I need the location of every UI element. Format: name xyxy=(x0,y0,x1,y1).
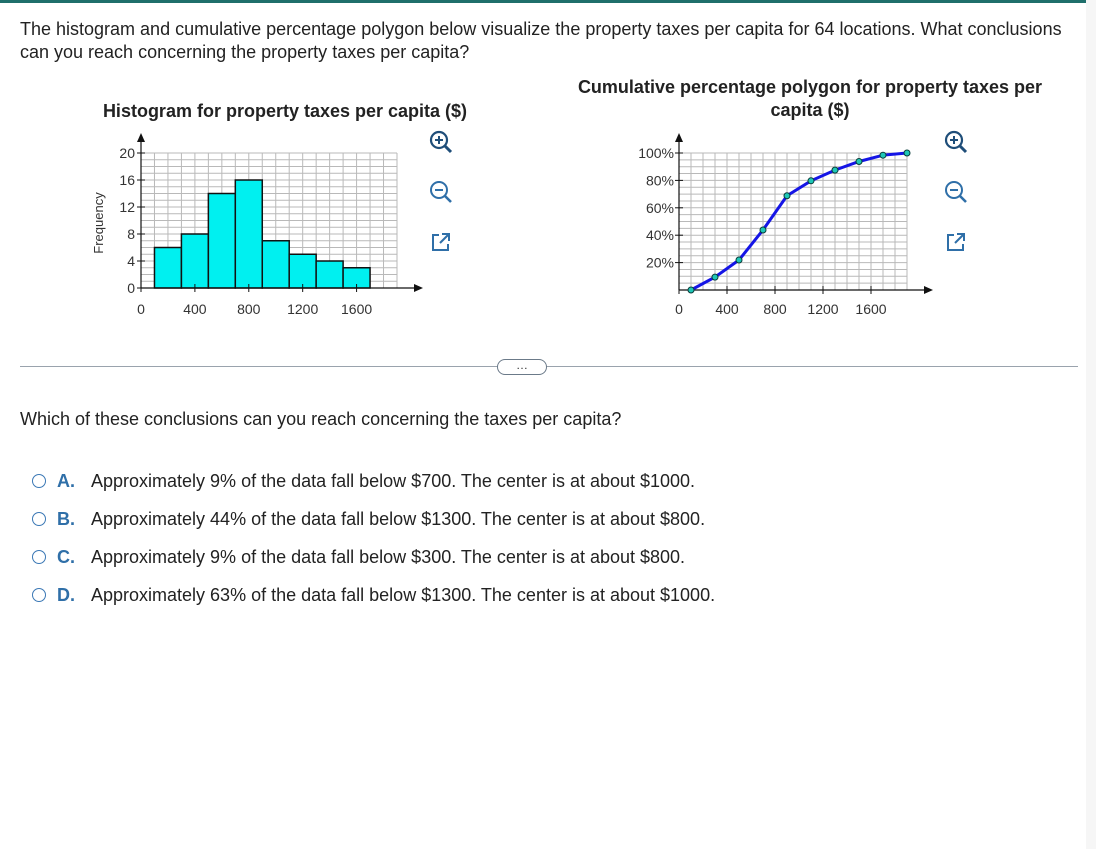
histogram-bar xyxy=(153,246,183,289)
data-point xyxy=(879,151,887,159)
option-letter: D. xyxy=(57,584,75,605)
y-tick-label: 100% xyxy=(638,145,674,161)
charts-canvas: 0 4 8 12 16 20 0 400 800 1200 1600 Frequency 20% 40% 6… xyxy=(91,133,933,317)
x-axis-arrow xyxy=(924,286,933,294)
x-tick-label: 400 xyxy=(715,301,739,317)
y-tick-label: 0 xyxy=(127,280,135,296)
section-divider xyxy=(20,366,1078,367)
histogram-bar xyxy=(315,260,344,289)
radio-button[interactable] xyxy=(32,474,46,488)
y-axis-arrow xyxy=(137,133,145,142)
option-letter: C. xyxy=(57,546,75,567)
y-tick-label: 40% xyxy=(646,227,674,243)
y-axis-label: Frequency xyxy=(91,192,106,254)
histogram-bar xyxy=(234,179,264,289)
top-accent-bar xyxy=(0,0,1096,3)
option-b[interactable]: B. Approximately 44% of the data fall be… xyxy=(32,500,715,538)
option-text: Approximately 9% of the data fall below … xyxy=(91,470,696,491)
popout-icon[interactable] xyxy=(941,227,971,257)
radio-button[interactable] xyxy=(32,588,46,602)
x-tick-label: 0 xyxy=(137,301,145,317)
x-tick-label: 800 xyxy=(237,301,261,317)
radio-button[interactable] xyxy=(32,550,46,564)
data-point xyxy=(855,157,863,165)
y-tick-label: 20 xyxy=(119,145,135,161)
x-axis-arrow xyxy=(414,284,423,292)
x-tick-label: 1200 xyxy=(807,301,838,317)
x-tick-label: 1600 xyxy=(855,301,886,317)
zoom-out-icon[interactable] xyxy=(426,177,456,207)
radio-button[interactable] xyxy=(32,512,46,526)
histogram-bar xyxy=(180,233,210,289)
data-point xyxy=(903,149,911,157)
x-tick-label: 800 xyxy=(763,301,787,317)
option-a[interactable]: A. Approximately 9% of the data fall bel… xyxy=(32,462,715,500)
option-text: Approximately 63% of the data fall below… xyxy=(91,584,716,605)
question-text: The histogram and cumulative percentage … xyxy=(20,19,1062,62)
option-d[interactable]: D. Approximately 63% of the data fall be… xyxy=(32,576,715,614)
scrollbar[interactable] xyxy=(1086,0,1096,849)
histogram-bar xyxy=(288,253,317,289)
more-button[interactable]: … xyxy=(497,359,547,375)
data-point xyxy=(783,192,791,200)
x-tick-label: 1200 xyxy=(287,301,318,317)
zoom-in-icon[interactable] xyxy=(941,127,971,157)
y-tick-label: 4 xyxy=(127,253,135,269)
data-point xyxy=(711,273,719,281)
data-point xyxy=(687,286,695,294)
y-tick-label: 60% xyxy=(646,200,674,216)
histogram-bar xyxy=(261,240,290,289)
y-tick-label: 12 xyxy=(119,199,135,215)
data-point xyxy=(807,177,815,185)
option-letter: B. xyxy=(57,508,75,529)
y-axis-arrow xyxy=(675,133,683,142)
popout-icon[interactable] xyxy=(426,227,456,257)
option-letter: A. xyxy=(57,470,75,491)
histogram-title: Histogram for property taxes per capita … xyxy=(102,101,468,121)
y-tick-label: 16 xyxy=(119,172,135,188)
zoom-in-icon[interactable] xyxy=(426,127,456,157)
x-tick-label: 1600 xyxy=(341,301,372,317)
y-tick-label: 8 xyxy=(127,226,135,242)
histogram-bar xyxy=(207,192,237,289)
data-point xyxy=(759,226,767,234)
x-tick-label: 400 xyxy=(183,301,207,317)
y-tick-label: 20% xyxy=(646,255,674,271)
prompt-text: Which of these conclusions can you reach… xyxy=(20,409,622,429)
zoom-out-icon[interactable] xyxy=(941,177,971,207)
cumulative-polygon-title: Cumulative percentage polygon for proper… xyxy=(577,77,1043,120)
option-c[interactable]: C. Approximately 9% of the data fall bel… xyxy=(32,538,715,576)
x-tick-label: 0 xyxy=(675,301,683,317)
data-point xyxy=(831,166,839,174)
option-text: Approximately 44% of the data fall below… xyxy=(91,508,706,529)
cumulative-line xyxy=(690,151,908,292)
answer-options: A. Approximately 9% of the data fall bel… xyxy=(32,462,715,614)
option-text: Approximately 9% of the data fall below … xyxy=(91,546,686,567)
data-point xyxy=(735,256,743,264)
y-tick-label: 80% xyxy=(646,172,674,188)
